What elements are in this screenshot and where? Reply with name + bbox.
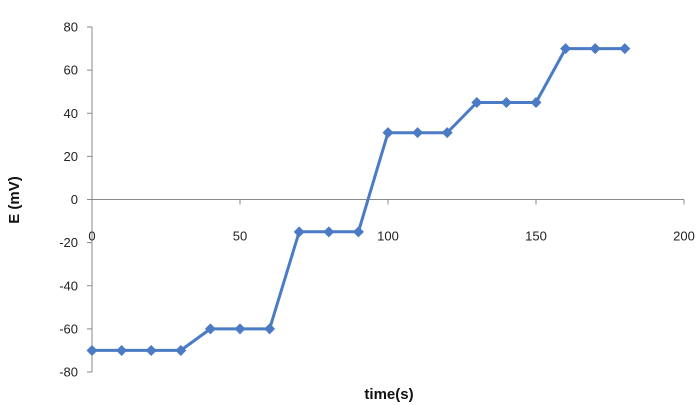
y-tick-label: 0 [71,192,78,207]
x-tick-label: 150 [525,229,547,244]
y-tick-label: 60 [64,63,78,78]
y-tick-label: 80 [64,20,78,35]
data-point [441,127,453,139]
data-point [234,323,246,335]
y-tick-label: 40 [64,106,78,121]
y-tick-label: -40 [59,278,78,293]
data-point [293,226,305,238]
y-tick-label: -60 [59,321,78,336]
data-point [323,226,335,238]
y-tick-label: -80 [59,365,78,380]
x-tick-labels: 0 50 100 150 200 [88,229,694,244]
data-point [145,344,157,356]
data-point [86,344,98,356]
y-tick-label: -20 [59,235,78,250]
axes [87,26,685,373]
x-tick-label: 100 [377,229,399,244]
data-point [382,127,394,139]
plot-area [86,43,631,356]
x-tick-label: 50 [233,229,247,244]
y-tick-labels: -80 -60 -40 -20 0 20 40 60 80 [59,20,78,380]
x-tick-label: 200 [673,229,695,244]
data-point [116,344,128,356]
data-point [500,96,512,108]
x-axis-title: time(s) [364,386,413,403]
data-point [471,96,483,108]
data-point [619,43,631,55]
data-point [530,96,542,108]
data-point [560,43,572,55]
data-point [412,127,424,139]
data-point [204,323,216,335]
x-tick-label: 0 [88,229,95,244]
data-point [352,226,364,238]
data-point [264,323,276,335]
y-axis-title: E (mV) [6,176,23,224]
data-point [175,344,187,356]
data-point [589,43,601,55]
y-tick-label: 20 [64,149,78,164]
